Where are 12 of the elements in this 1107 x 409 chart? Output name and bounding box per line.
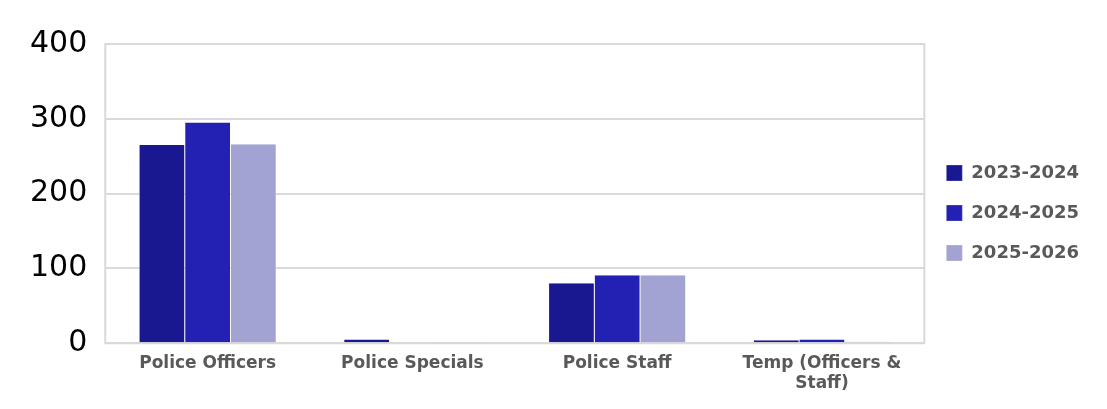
x-tick-label: Police Officers [139, 351, 277, 372]
legend-label: 2025-2026 [971, 240, 1080, 262]
y-tick-label: 100 [30, 248, 88, 284]
y-tick-label: 300 [30, 98, 88, 134]
y-tick-label: 200 [30, 173, 88, 209]
x-tick-label: Police Staff [562, 351, 672, 372]
y-tick-label: 400 [30, 23, 88, 59]
x-tick-label: Police Specials [341, 351, 484, 372]
x-tick-label: Temp (Officers & Staff) [742, 351, 902, 393]
legend-label: 2024-2025 [971, 200, 1080, 222]
y-tick-label: 0 [68, 323, 88, 358]
legend-label: 2023-2024 [971, 160, 1080, 182]
